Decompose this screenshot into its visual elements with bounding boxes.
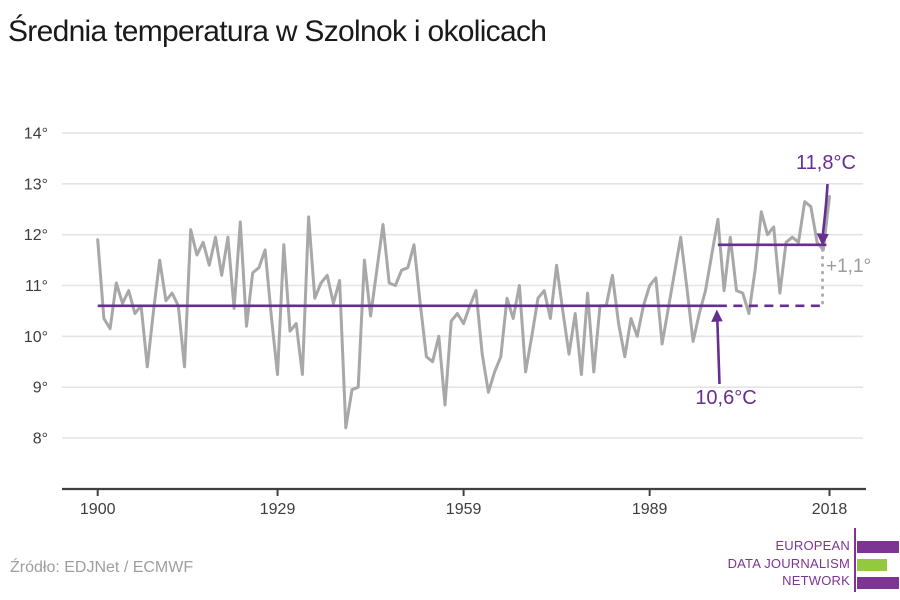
y-tick-label: 8° bbox=[33, 430, 48, 447]
logo-bar-green-middle bbox=[857, 558, 887, 571]
y-tick-label: 14° bbox=[24, 126, 48, 143]
x-tick-label: 1900 bbox=[80, 501, 116, 518]
x-tick-label: 2018 bbox=[812, 501, 848, 518]
y-tick-label: 9° bbox=[33, 380, 48, 397]
logo-bar-purple-top bbox=[857, 541, 899, 553]
source-attribution: Źródło: EDJNet / ECMWF bbox=[10, 559, 194, 576]
y-tick-label: 10° bbox=[24, 329, 48, 346]
y-tick-label: 11° bbox=[25, 278, 48, 295]
arrow-head-historical bbox=[711, 309, 723, 322]
historical-average-label: 10,6°C bbox=[695, 387, 757, 409]
x-tick-label: 1959 bbox=[446, 501, 482, 518]
x-tick-label: 1929 bbox=[260, 501, 296, 518]
logo-separator-rule bbox=[853, 528, 856, 592]
edjnet-logo: EUROPEAN DATA JOURNALISM NETWORK bbox=[690, 525, 900, 600]
temperature-line bbox=[96, 195, 831, 430]
logo-text-network: NETWORK bbox=[782, 573, 850, 588]
logo-bar-purple-bottom bbox=[857, 576, 899, 589]
recent-average-label: 11,8°C bbox=[796, 152, 856, 174]
arrow-head-recent bbox=[816, 233, 829, 246]
arrow-to-historical-average bbox=[716, 318, 721, 385]
x-tick-label: 1989 bbox=[632, 501, 668, 518]
temperature-difference-label: +1,1° bbox=[826, 256, 872, 277]
logo-text-european: EUROPEAN bbox=[775, 538, 850, 553]
y-tick-label: 13° bbox=[24, 176, 48, 193]
y-tick-label: 12° bbox=[24, 227, 48, 244]
logo-text-data-journalism: DATA JOURNALISM bbox=[727, 555, 850, 571]
arrow-to-recent-average bbox=[821, 183, 829, 235]
chart-title: Średnia temperatura w Szolnok i okolicac… bbox=[8, 15, 547, 48]
